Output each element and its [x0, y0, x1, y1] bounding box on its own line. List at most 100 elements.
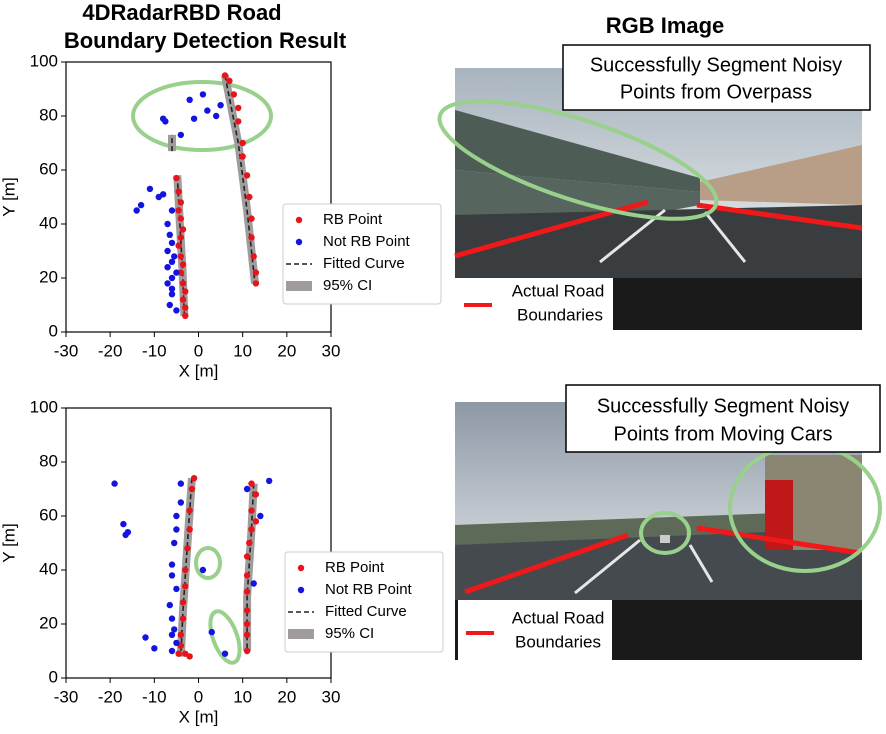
point — [246, 539, 253, 547]
point — [248, 507, 255, 514]
point — [146, 185, 154, 193]
point — [171, 539, 178, 547]
point — [190, 115, 198, 122]
point — [182, 583, 189, 590]
point — [177, 199, 185, 206]
point — [177, 631, 185, 638]
point — [186, 96, 193, 104]
point — [186, 526, 193, 533]
point — [175, 207, 182, 214]
x-tick-label: 10 — [233, 687, 252, 706]
point — [177, 269, 185, 276]
image-legend: Actual Road — [512, 281, 605, 300]
point — [239, 153, 246, 160]
legend-swatch — [297, 586, 305, 594]
point — [235, 118, 242, 125]
point — [188, 485, 196, 493]
point — [248, 215, 255, 222]
legend-label: 95% CI — [323, 277, 372, 294]
point — [248, 480, 255, 487]
y-tick-label: 100 — [30, 397, 58, 416]
point — [248, 234, 255, 241]
image-title: RGB Image — [606, 13, 725, 38]
point — [182, 312, 189, 319]
point — [168, 615, 176, 622]
point — [168, 572, 176, 579]
point — [173, 526, 180, 533]
point — [168, 239, 176, 247]
y-tick-label: 60 — [39, 159, 58, 178]
point — [164, 264, 171, 271]
point — [173, 639, 180, 647]
point — [177, 131, 185, 139]
point — [217, 102, 224, 109]
image-annotation: Successfully Segment Noisy — [597, 395, 849, 417]
point — [168, 258, 176, 265]
point — [151, 645, 158, 652]
point — [173, 307, 180, 314]
point — [230, 91, 238, 98]
point — [252, 491, 260, 498]
point — [159, 191, 167, 198]
point — [179, 296, 187, 303]
point — [212, 112, 220, 120]
point — [164, 220, 171, 228]
x-tick-label: 0 — [194, 687, 203, 706]
x-axis-label: X [m] — [179, 707, 219, 726]
point — [168, 274, 176, 282]
point — [252, 280, 260, 287]
point — [142, 634, 149, 641]
image-annotation: Points from Overpass — [620, 81, 812, 103]
point — [168, 631, 176, 638]
x-tick-label: 20 — [277, 341, 296, 360]
figure-title: Boundary Detection Result — [64, 28, 347, 53]
legend-label: RB Point — [323, 211, 383, 228]
point — [168, 561, 176, 568]
legend-box — [282, 203, 442, 305]
point — [179, 615, 187, 622]
point — [179, 599, 187, 606]
legend-swatch — [297, 564, 305, 572]
point — [166, 301, 173, 309]
y-tick-label: 80 — [39, 105, 58, 124]
x-tick-label: 10 — [233, 341, 252, 360]
point — [182, 288, 189, 295]
point — [177, 234, 185, 241]
y-tick-label: 40 — [39, 213, 58, 232]
y-tick-label: 60 — [39, 505, 58, 524]
point — [177, 215, 185, 222]
legend-swatch — [295, 216, 303, 224]
legend-swatch — [288, 629, 314, 639]
x-tick-label: 30 — [322, 341, 341, 360]
point — [182, 566, 189, 574]
point — [168, 285, 176, 292]
legend-label: 95% CI — [325, 625, 374, 642]
point — [184, 545, 191, 552]
point — [175, 188, 182, 195]
point — [243, 172, 251, 179]
point — [173, 512, 180, 520]
point — [179, 226, 187, 233]
point — [226, 77, 233, 85]
point — [168, 647, 176, 655]
legend-label: RB Point — [325, 559, 385, 576]
rgb-image — [455, 384, 882, 660]
point — [182, 304, 189, 311]
point — [182, 650, 189, 657]
point — [190, 475, 198, 482]
point — [221, 650, 229, 657]
legend-swatch — [295, 238, 303, 246]
point — [243, 607, 251, 614]
y-tick-label: 80 — [39, 451, 58, 470]
highlight — [131, 80, 273, 665]
point — [221, 72, 229, 79]
ci-band — [176, 477, 258, 657]
x-tick-label: -10 — [142, 341, 167, 360]
x-tick-label: -10 — [142, 687, 167, 706]
point — [243, 485, 251, 493]
point — [243, 620, 251, 628]
y-tick-label: 20 — [39, 613, 58, 632]
legend-label: Not RB Point — [323, 233, 411, 250]
image-legend: Actual Road — [512, 608, 605, 627]
